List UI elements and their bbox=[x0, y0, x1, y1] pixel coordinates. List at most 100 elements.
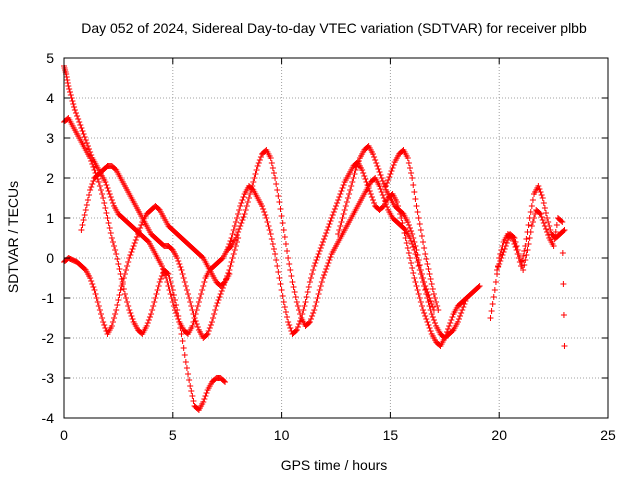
data-point bbox=[273, 181, 280, 187]
data-point bbox=[344, 195, 351, 201]
data-point bbox=[238, 220, 245, 226]
data-point bbox=[288, 273, 295, 279]
data-point bbox=[418, 233, 425, 239]
data-point bbox=[284, 248, 291, 254]
data-point bbox=[158, 263, 165, 269]
data-point bbox=[514, 247, 521, 253]
data-point bbox=[527, 209, 534, 215]
data-point bbox=[112, 247, 119, 253]
data-point bbox=[307, 275, 314, 281]
data-point bbox=[263, 215, 270, 221]
data-point bbox=[91, 287, 98, 293]
data-point bbox=[425, 292, 432, 298]
data-point bbox=[371, 154, 378, 160]
data-point bbox=[166, 275, 173, 281]
data-point bbox=[445, 326, 452, 332]
data-point bbox=[324, 263, 331, 269]
data-point bbox=[280, 227, 287, 233]
data-point bbox=[410, 182, 417, 188]
data-point bbox=[64, 77, 71, 83]
data-point bbox=[165, 271, 172, 277]
y-tick-label: 2 bbox=[46, 170, 54, 186]
data-point bbox=[455, 316, 462, 322]
data-point bbox=[525, 241, 532, 247]
data-point bbox=[517, 259, 524, 265]
data-point bbox=[71, 104, 78, 110]
data-point bbox=[458, 310, 465, 316]
data-point bbox=[318, 242, 325, 248]
data-point bbox=[418, 271, 425, 277]
data-point bbox=[112, 311, 119, 317]
data-point bbox=[103, 210, 110, 216]
data-point bbox=[284, 314, 291, 320]
data-point bbox=[217, 291, 224, 297]
data-point bbox=[113, 307, 120, 313]
data-point bbox=[167, 291, 174, 297]
data-point bbox=[170, 292, 177, 298]
data-point bbox=[256, 157, 263, 163]
data-point bbox=[150, 303, 157, 309]
data-point bbox=[129, 246, 136, 252]
data-point bbox=[175, 258, 182, 264]
data-point bbox=[310, 310, 317, 316]
data-point bbox=[326, 257, 333, 263]
data-point bbox=[99, 315, 106, 321]
data-point bbox=[210, 315, 217, 321]
x-tick-label: 15 bbox=[383, 427, 399, 443]
data-point bbox=[524, 247, 531, 253]
data-point bbox=[281, 304, 288, 310]
data-point bbox=[235, 211, 242, 217]
data-point bbox=[189, 307, 196, 313]
data-point bbox=[289, 279, 296, 285]
data-point bbox=[290, 284, 297, 290]
data-point bbox=[323, 230, 330, 236]
data-point bbox=[94, 299, 101, 305]
data-point bbox=[281, 234, 288, 240]
data-point bbox=[552, 229, 559, 235]
x-tick-label: 10 bbox=[274, 427, 290, 443]
data-point bbox=[545, 232, 552, 238]
data-point bbox=[182, 359, 189, 365]
data-point bbox=[410, 270, 417, 276]
x-tick-label: 20 bbox=[491, 427, 507, 443]
data-point bbox=[257, 154, 264, 160]
data-point bbox=[108, 235, 115, 241]
data-point bbox=[497, 258, 504, 264]
data-point bbox=[276, 199, 283, 205]
data-point bbox=[193, 321, 200, 327]
data-point bbox=[251, 175, 258, 181]
data-point bbox=[559, 219, 566, 225]
data-point bbox=[367, 191, 374, 197]
data-point bbox=[411, 189, 418, 195]
data-point bbox=[541, 223, 548, 229]
data-point bbox=[496, 261, 503, 267]
data-point bbox=[269, 241, 276, 247]
data-point bbox=[415, 215, 422, 221]
data-point bbox=[561, 343, 568, 349]
x-tick-label: 25 bbox=[600, 427, 616, 443]
data-point bbox=[313, 299, 320, 305]
data-point bbox=[405, 160, 412, 166]
data-point bbox=[173, 302, 180, 308]
data-point bbox=[374, 163, 381, 169]
data-point bbox=[143, 323, 150, 329]
data-point bbox=[265, 223, 272, 229]
y-tick-label: 0 bbox=[46, 250, 54, 266]
data-point bbox=[410, 235, 417, 241]
data-point bbox=[168, 283, 175, 289]
data-point bbox=[237, 223, 244, 229]
data-point bbox=[459, 307, 466, 313]
y-tick-label: -1 bbox=[42, 290, 55, 306]
data-point bbox=[81, 134, 88, 140]
data-point bbox=[145, 317, 152, 323]
data-point bbox=[242, 207, 249, 213]
data-point bbox=[176, 261, 183, 267]
data-point bbox=[208, 319, 215, 325]
data-point bbox=[186, 295, 193, 301]
data-point bbox=[336, 194, 343, 200]
data-point bbox=[183, 365, 190, 371]
data-point bbox=[260, 206, 267, 212]
data-point bbox=[113, 251, 120, 257]
data-point bbox=[233, 232, 240, 238]
data-point bbox=[278, 213, 285, 219]
